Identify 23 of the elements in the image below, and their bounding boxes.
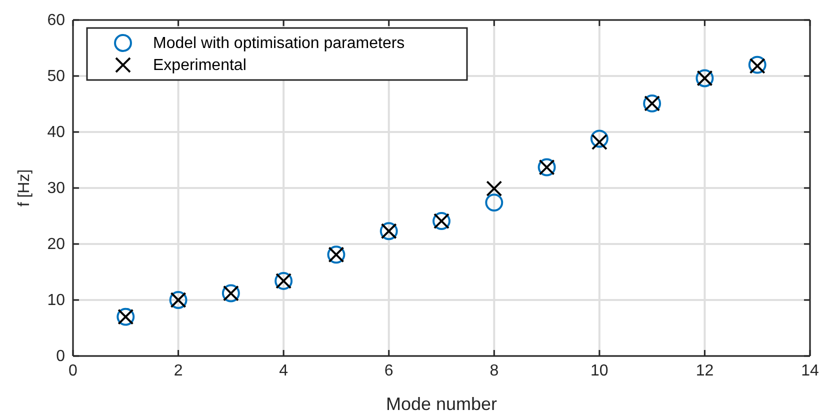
point	[486, 180, 502, 197]
point	[485, 194, 504, 212]
y-tick-label: 10	[47, 292, 66, 310]
x-tick-label: 12	[696, 362, 714, 380]
legend-label: Model with optimisation parameters	[153, 35, 405, 52]
y-tick-label: 50	[47, 68, 66, 86]
y-axis-title: f [Hz]	[16, 169, 33, 207]
legend-label: Experimental	[153, 57, 246, 74]
y-tick-label: 30	[47, 180, 66, 198]
y-tick-label: 60	[47, 12, 66, 30]
point	[591, 134, 608, 150]
y-tick-label: 20	[47, 236, 66, 254]
x-tick-label: 4	[279, 362, 288, 380]
x-tick-label: 2	[174, 362, 183, 380]
x-tick-label: 6	[384, 362, 394, 380]
y-tick-label: 0	[56, 348, 66, 366]
x-axis-title: Mode number	[386, 394, 498, 414]
x-tick-label: 10	[590, 362, 608, 380]
point	[590, 130, 608, 148]
x-tick-label: 8	[490, 362, 499, 380]
y-tick-label: 40	[47, 124, 66, 142]
x-tick-label: 14	[801, 362, 819, 380]
x-tick-label: 0	[68, 362, 78, 380]
